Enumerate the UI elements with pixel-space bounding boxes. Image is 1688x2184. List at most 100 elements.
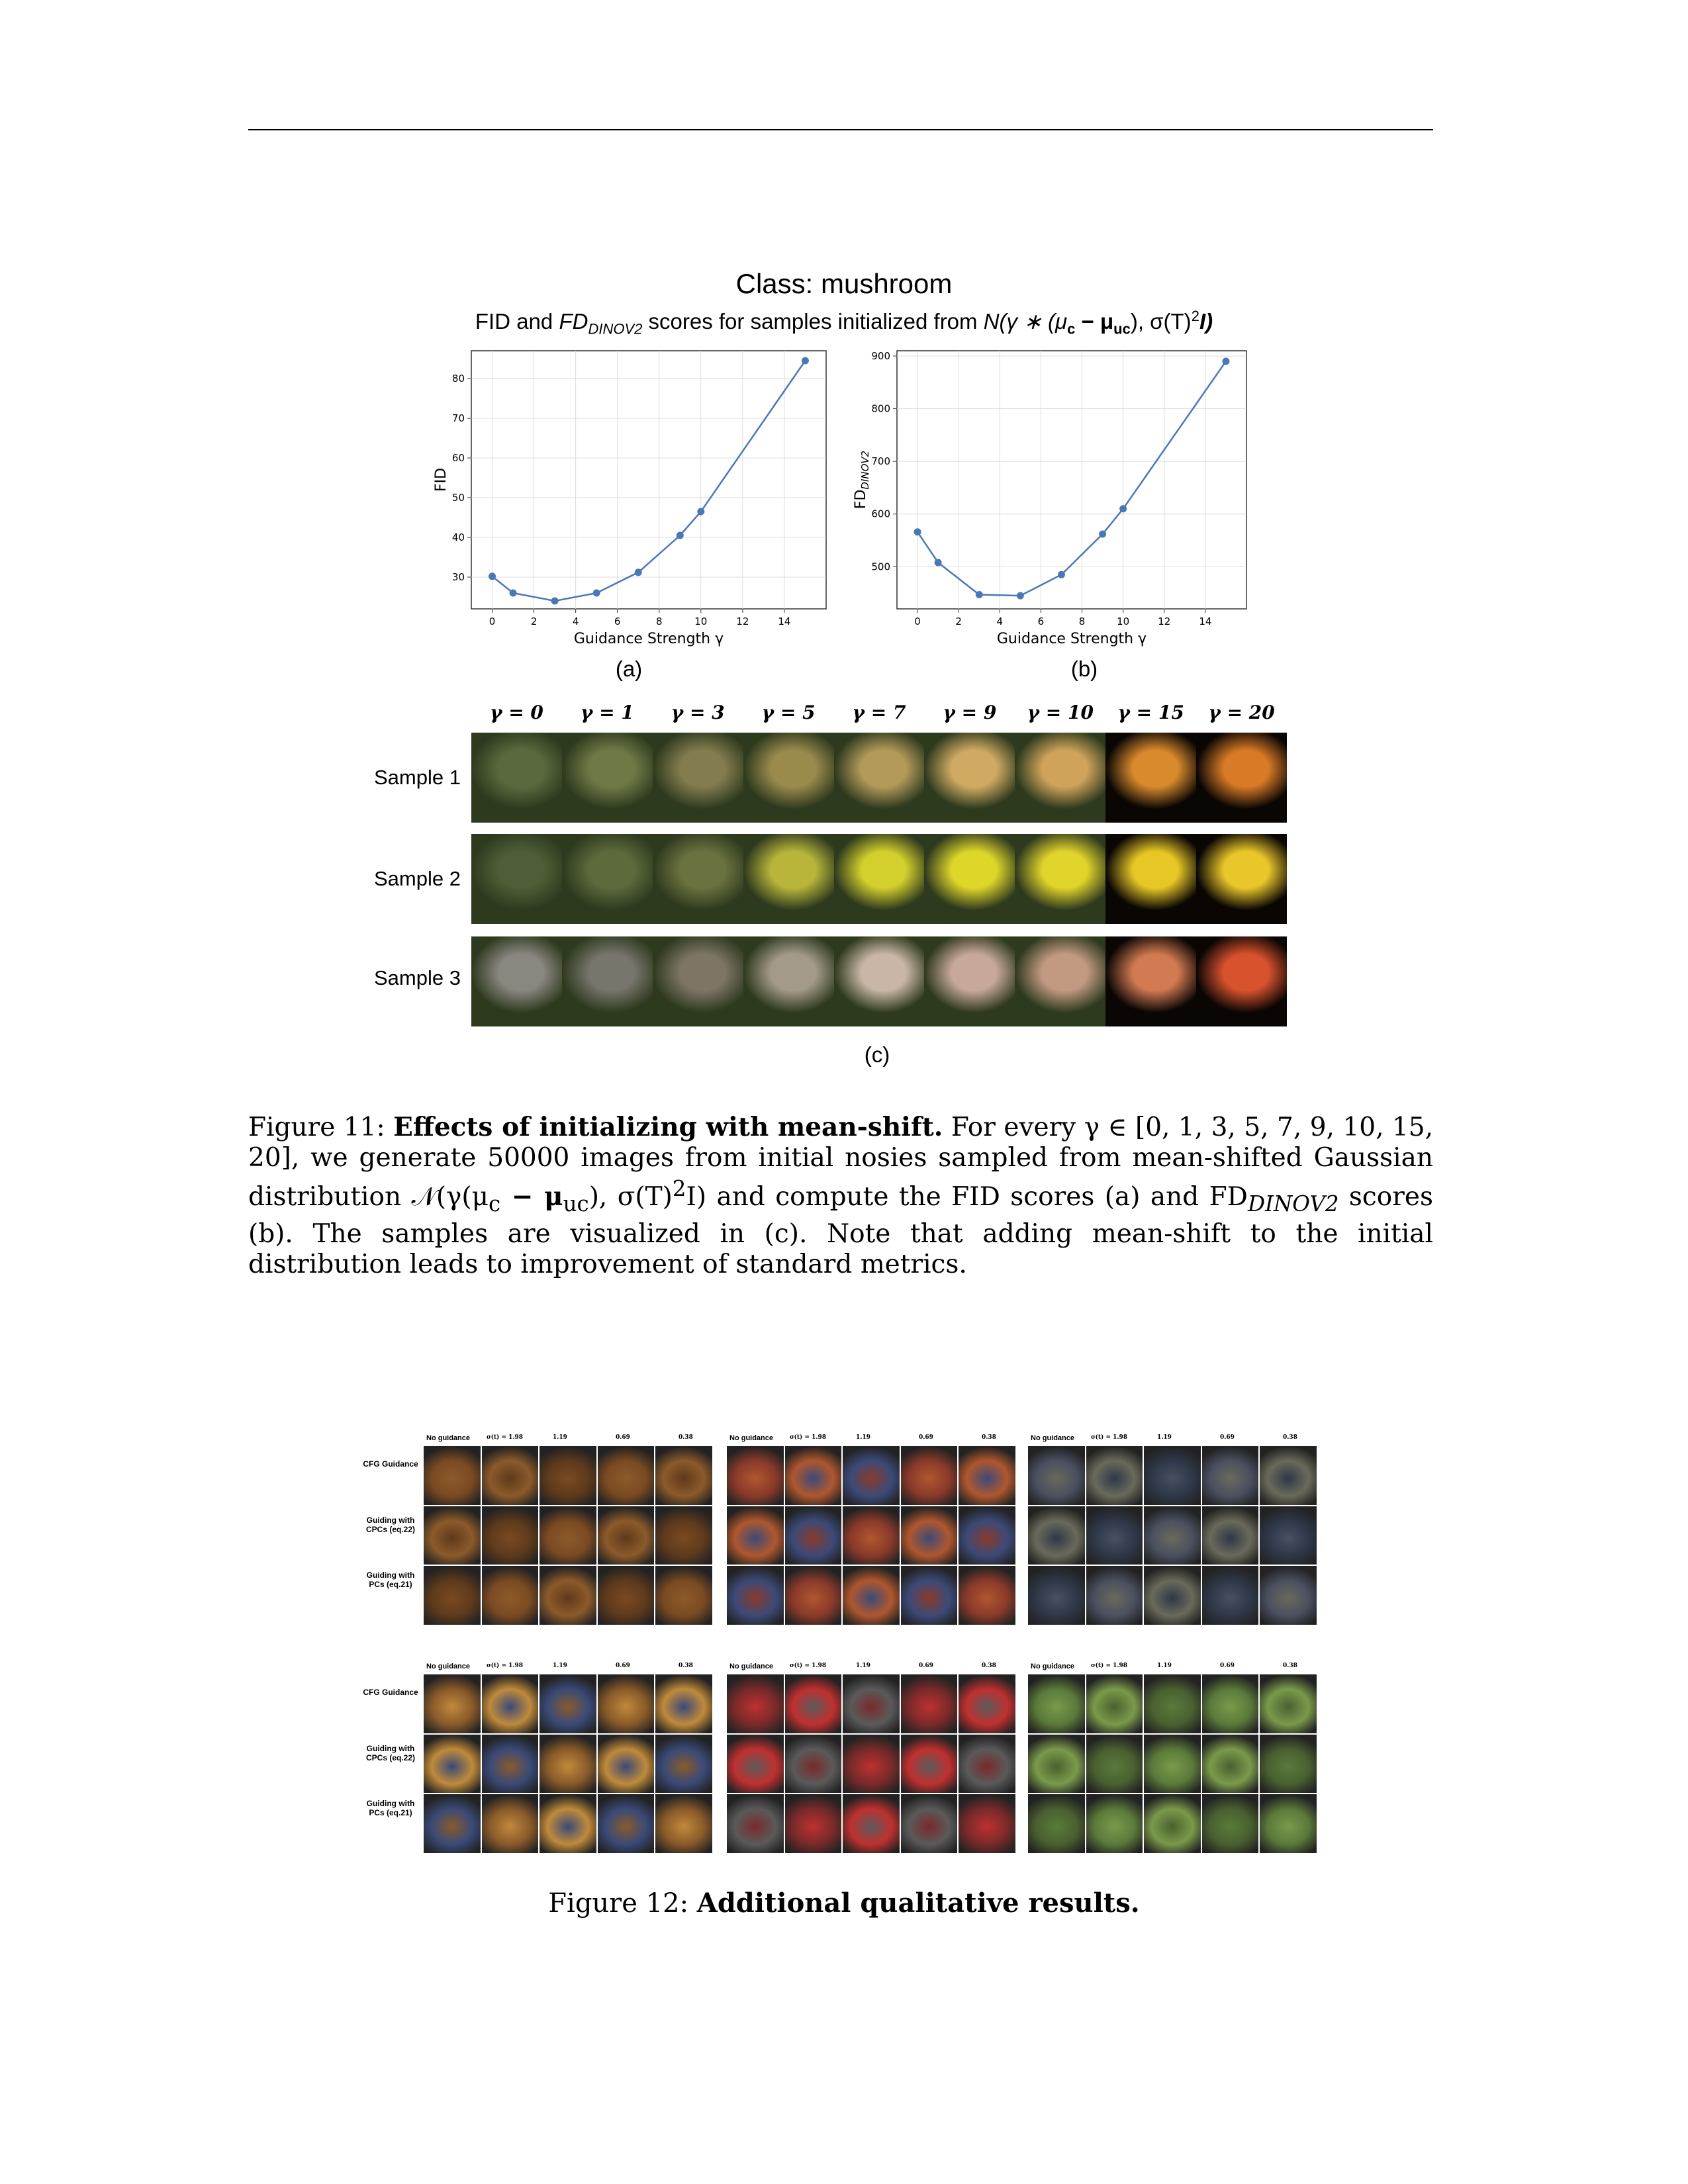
sample-image bbox=[1201, 1506, 1259, 1565]
sample-image bbox=[424, 1794, 481, 1853]
sample-image bbox=[1028, 1566, 1085, 1625]
sample-image bbox=[784, 1794, 842, 1853]
sample-image bbox=[597, 1794, 655, 1853]
sample-image bbox=[652, 936, 743, 1026]
sample-1-strip bbox=[471, 733, 1288, 823]
sample-image bbox=[539, 1794, 596, 1853]
sample-image bbox=[1086, 1446, 1143, 1505]
sample-image bbox=[727, 1734, 784, 1794]
sample-image bbox=[900, 1794, 958, 1853]
sample-image bbox=[481, 1446, 539, 1505]
x-tick-label: 14 bbox=[778, 615, 790, 627]
sample-image bbox=[1201, 1566, 1259, 1625]
sample-image bbox=[1201, 1794, 1259, 1853]
sample-image bbox=[1086, 1734, 1143, 1794]
data-point bbox=[551, 597, 559, 605]
sample-image bbox=[1260, 1566, 1317, 1625]
column-header: 0.69 bbox=[616, 1662, 630, 1669]
sample-image bbox=[727, 1674, 784, 1733]
sample-image bbox=[481, 1794, 539, 1853]
column-header: 1.19 bbox=[553, 1662, 567, 1669]
sample-3-strip bbox=[471, 936, 1288, 1026]
column-header: 0.38 bbox=[679, 1662, 693, 1669]
sample-image bbox=[1196, 834, 1288, 924]
chart-fid: 0 2 4 6 8 10 12 14 30 40 50 60 70 80 Guidance Strength… bbox=[424, 344, 847, 647]
data-point bbox=[1222, 357, 1230, 365]
figure-title: Class: mushroom bbox=[735, 268, 953, 299]
qualitative-panel bbox=[727, 1446, 1015, 1625]
sample-image bbox=[1144, 1566, 1201, 1625]
y-tick-label: 500 bbox=[871, 561, 890, 572]
sample-image bbox=[784, 1446, 842, 1505]
gamma-label: γ = 0 bbox=[489, 702, 543, 723]
sample-image bbox=[1201, 1734, 1259, 1794]
sample-image bbox=[1015, 733, 1106, 823]
sample-image bbox=[471, 733, 562, 823]
sample-image bbox=[539, 1734, 596, 1794]
gamma-label: γ = 7 bbox=[852, 702, 906, 723]
panel-b-label: (b) bbox=[1070, 657, 1098, 681]
column-header: No guidance bbox=[1031, 1434, 1075, 1442]
sample-image bbox=[539, 1566, 596, 1625]
row-label: CFG Guidance bbox=[363, 1688, 418, 1697]
sample-image bbox=[900, 1674, 958, 1733]
column-header: 0.69 bbox=[919, 1662, 933, 1669]
sample-image bbox=[561, 733, 653, 823]
sample-image bbox=[1196, 936, 1288, 1026]
sample-image bbox=[924, 936, 1015, 1026]
column-header: σ(t) = 1.98 bbox=[1091, 1434, 1128, 1441]
column-header: 1.19 bbox=[856, 1662, 870, 1669]
sample-image bbox=[833, 733, 925, 823]
sample-image bbox=[424, 1506, 481, 1565]
y-tick-label: 800 bbox=[871, 403, 890, 415]
y-tick-label: 900 bbox=[871, 350, 890, 362]
x-tick-label: 12 bbox=[1158, 615, 1170, 627]
figure-subtitle: FID and FDDINOV2 scores for samples init… bbox=[475, 308, 1213, 338]
gamma-label: γ = 15 bbox=[1117, 702, 1184, 723]
sample-2-strip bbox=[471, 834, 1288, 924]
sample-image bbox=[959, 1794, 1015, 1853]
sample-1-label: Sample 1 bbox=[374, 766, 461, 789]
sample-image bbox=[727, 1446, 784, 1505]
data-point bbox=[1099, 530, 1107, 538]
sample-image bbox=[424, 1566, 481, 1625]
column-header: 1.19 bbox=[1157, 1662, 1172, 1669]
row-label: Guiding with PCs (eq.21) bbox=[366, 1799, 415, 1817]
column-header: 0.38 bbox=[1283, 1662, 1297, 1669]
sample-image bbox=[597, 1446, 655, 1505]
sample-image bbox=[1144, 1674, 1201, 1733]
gamma-label: γ = 3 bbox=[671, 702, 725, 723]
fid-line-chart: 0 2 4 6 8 10 12 14 30 40 50 60 70 80 Guidance Strength… bbox=[433, 350, 827, 647]
plot-frame bbox=[896, 350, 1247, 610]
sample-image bbox=[833, 936, 925, 1026]
x-tick-label: 6 bbox=[1038, 615, 1045, 627]
fd-dinov2-line-chart: 0 2 4 6 8 10 12 14 500 600 700 800 900 Guidance Stren… bbox=[853, 350, 1247, 647]
data-point bbox=[801, 357, 809, 365]
column-header: 0.38 bbox=[679, 1434, 693, 1441]
y-tick-label: 70 bbox=[452, 412, 465, 424]
column-header: 0.38 bbox=[982, 1434, 996, 1441]
column-header: No guidance bbox=[729, 1662, 774, 1670]
gamma-label: γ = 1 bbox=[580, 702, 634, 723]
x-tick-label: 8 bbox=[656, 615, 663, 627]
sample-image bbox=[597, 1674, 655, 1733]
sample-image bbox=[1196, 733, 1288, 823]
sample-image bbox=[471, 936, 562, 1026]
sample-image bbox=[597, 1506, 655, 1565]
sample-image bbox=[424, 1446, 481, 1505]
sample-image bbox=[924, 733, 1015, 823]
sample-image bbox=[655, 1506, 712, 1565]
figure-11-caption: Figure 11: Effects of initializing with … bbox=[248, 1112, 1433, 1279]
sample-image bbox=[1260, 1446, 1317, 1505]
y-axis-label: FID bbox=[433, 468, 449, 492]
sample-image bbox=[1144, 1734, 1201, 1794]
row-label: CFG Guidance bbox=[363, 1459, 418, 1469]
x-tick-label: 10 bbox=[694, 615, 707, 627]
column-header: σ(t) = 1.98 bbox=[487, 1662, 524, 1669]
column-header: 0.69 bbox=[616, 1434, 630, 1441]
sample-image bbox=[1260, 1794, 1317, 1853]
sample-image bbox=[727, 1506, 784, 1565]
gamma-label: γ = 20 bbox=[1208, 702, 1275, 723]
sample-image bbox=[1201, 1674, 1259, 1733]
gamma-label: γ = 5 bbox=[761, 702, 816, 723]
